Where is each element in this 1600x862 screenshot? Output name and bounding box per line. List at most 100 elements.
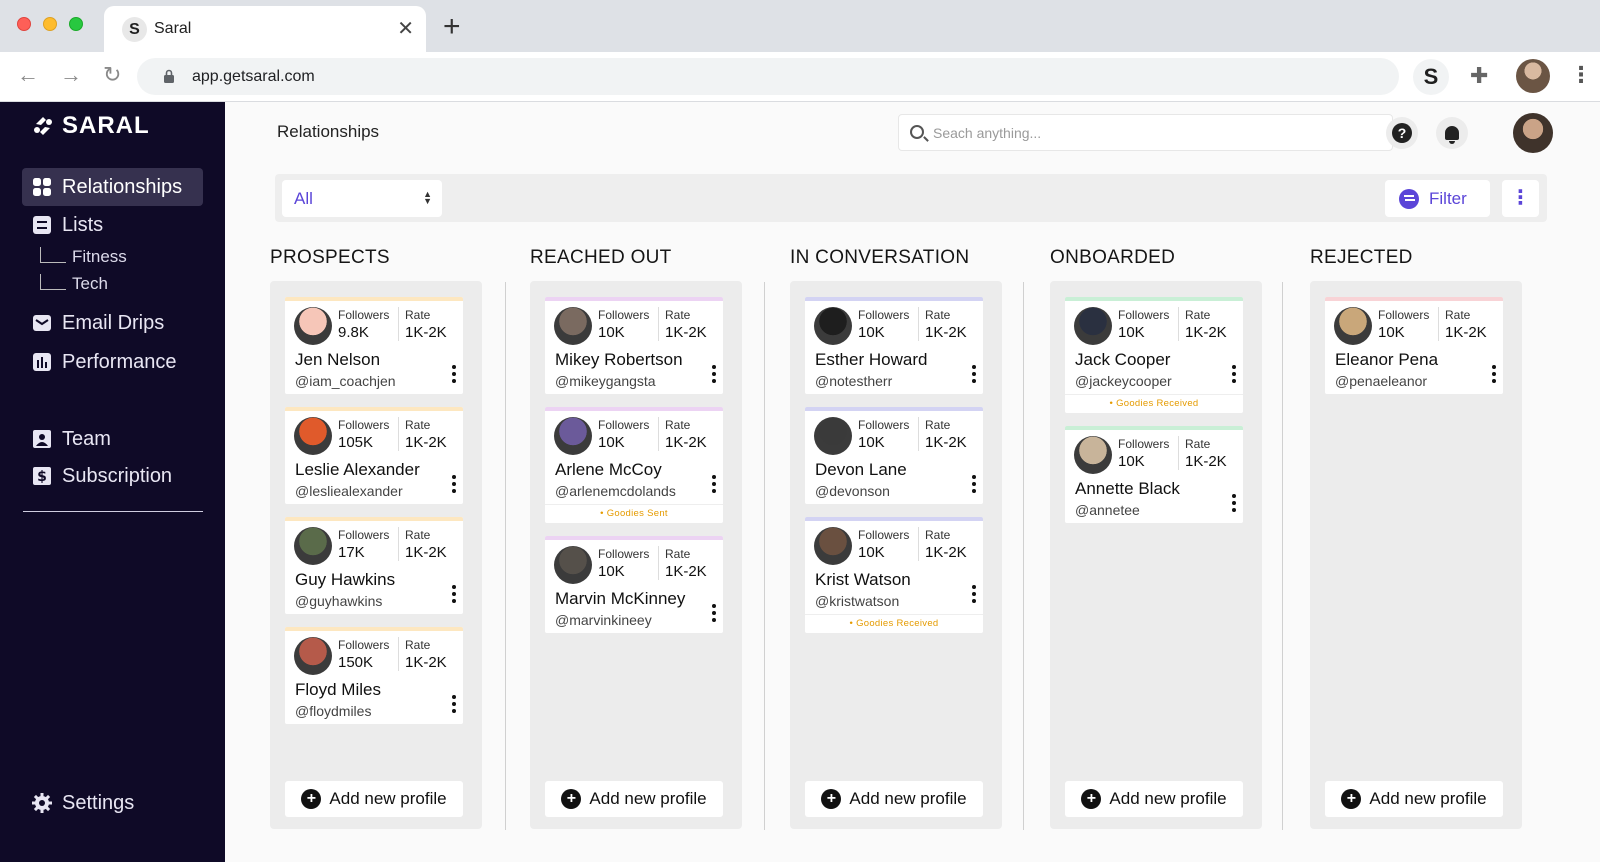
avatar — [1074, 307, 1112, 345]
stat-divider — [1178, 436, 1179, 470]
card-menu-icon[interactable] — [451, 365, 457, 387]
followers-label: Followers — [1118, 308, 1170, 322]
avatar — [294, 307, 332, 345]
profile-card[interactable]: Followers 10K Rate 1K-2K Eleanor Pena @p… — [1325, 297, 1503, 394]
card-menu-icon[interactable] — [711, 604, 717, 626]
profile-card[interactable]: Followers 150K Rate 1K-2K Floyd Miles @f… — [285, 627, 463, 724]
tab-close-icon[interactable]: ✕ — [397, 18, 414, 40]
sidebar-item-team[interactable]: Team — [22, 420, 203, 458]
bell-icon — [1445, 126, 1459, 144]
rate-label: Rate — [925, 528, 951, 542]
sidebar-item-performance[interactable]: Performance — [22, 343, 203, 381]
sidebar-divider — [23, 511, 203, 512]
view-select[interactable]: All ▲ ▼ — [282, 180, 442, 217]
add-profile-button[interactable]: + Add new profile — [285, 781, 463, 817]
chart-icon — [33, 353, 51, 371]
card-status-stripe — [285, 627, 463, 631]
back-icon[interactable]: ← — [17, 62, 39, 87]
forward-icon[interactable]: → — [60, 62, 82, 87]
profile-card[interactable]: Followers 105K Rate 1K-2K Leslie Alexand… — [285, 407, 463, 504]
card-menu-icon[interactable] — [1231, 365, 1237, 387]
card-menu-icon[interactable] — [971, 475, 977, 497]
stat-divider — [1438, 307, 1439, 341]
minimize-window-button[interactable] — [43, 17, 57, 31]
profile-card[interactable]: Followers 10K Rate 1K-2K Krist Watson @k… — [805, 517, 983, 633]
close-window-button[interactable] — [17, 17, 31, 31]
more-options-button[interactable]: ⋮ — [1502, 180, 1539, 217]
add-profile-button[interactable]: + Add new profile — [805, 781, 983, 817]
add-profile-label: Add new profile — [329, 789, 447, 808]
profile-card[interactable]: Followers 10K Rate 1K-2K Esther Howard @… — [805, 297, 983, 394]
card-menu-icon[interactable] — [971, 585, 977, 607]
saral-extension-button[interactable]: S — [1413, 59, 1449, 95]
search-input[interactable] — [933, 115, 1373, 150]
card-menu-icon[interactable] — [971, 365, 977, 387]
browser-menu-icon[interactable]: ⋮ — [1570, 62, 1592, 87]
card-menu-icon[interactable] — [451, 475, 457, 497]
profile-card[interactable]: Followers 10K Rate 1K-2K Mikey Robertson… — [545, 297, 723, 394]
sidebar-item-subscription[interactable]: $ Subscription — [22, 457, 203, 495]
rate-value: 1K-2K — [665, 324, 707, 341]
column-separator — [1282, 282, 1283, 830]
profile-name: Eleanor Pena — [1335, 350, 1439, 369]
browser-tab[interactable]: S Saral ✕ — [104, 6, 426, 52]
sidebar-subitem-fitness[interactable]: Fitness — [40, 247, 127, 267]
sidebar-subitem-tech[interactable]: Tech — [40, 274, 108, 294]
svg-text:$: $ — [37, 469, 47, 485]
filter-button[interactable]: Filter — [1385, 180, 1490, 217]
card-status-stripe — [1065, 426, 1243, 430]
browser-profile-avatar[interactable] — [1516, 59, 1550, 93]
url-field[interactable]: app.getsaral.com — [137, 58, 1399, 95]
card-menu-icon[interactable] — [1231, 494, 1237, 516]
new-tab-button[interactable]: + — [443, 10, 461, 43]
sidebar-item-label: Lists — [62, 213, 104, 236]
followers-value: 10K — [1118, 453, 1145, 470]
profile-card[interactable]: Followers 17K Rate 1K-2K Guy Hawkins @gu… — [285, 517, 463, 614]
column-separator — [505, 282, 506, 830]
profile-name: Floyd Miles — [295, 680, 381, 699]
rate-value: 1K-2K — [1185, 324, 1227, 341]
profile-name: Devon Lane — [815, 460, 907, 479]
card-menu-icon[interactable] — [1491, 365, 1497, 387]
user-avatar[interactable] — [1513, 113, 1553, 153]
select-caret-icon: ▲ ▼ — [423, 189, 432, 206]
card-menu-icon[interactable] — [711, 475, 717, 497]
saral-logo[interactable]: SARAL — [32, 112, 150, 140]
avatar — [554, 546, 592, 584]
profile-card[interactable]: Followers 10K Rate 1K-2K Annette Black @… — [1065, 426, 1243, 523]
followers-label: Followers — [598, 547, 650, 561]
sidebar-item-email-drips[interactable]: Email Drips — [22, 304, 203, 342]
profile-card[interactable]: Followers 10K Rate 1K-2K Marvin McKinney… — [545, 536, 723, 633]
maximize-window-button[interactable] — [69, 17, 83, 31]
sidebar-item-settings[interactable]: Settings — [22, 784, 203, 822]
sidebar-item-lists[interactable]: Lists — [22, 206, 203, 244]
list-icon — [33, 216, 51, 234]
stat-divider — [658, 307, 659, 341]
sidebar-item-relationships[interactable]: Relationships — [22, 168, 203, 206]
add-profile-button[interactable]: + Add new profile — [1325, 781, 1503, 817]
profile-card[interactable]: Followers 10K Rate 1K-2K Devon Lane @dev… — [805, 407, 983, 504]
profile-handle: @arlenemcdolands — [555, 483, 676, 499]
rate-value: 1K-2K — [405, 544, 447, 561]
profile-card[interactable]: Followers 10K Rate 1K-2K Jack Cooper @ja… — [1065, 297, 1243, 413]
extensions-puzzle-icon[interactable]: ✚ — [1470, 63, 1489, 88]
profile-name: Jack Cooper — [1075, 350, 1171, 369]
card-menu-icon[interactable] — [451, 695, 457, 717]
add-profile-button[interactable]: + Add new profile — [545, 781, 723, 817]
stat-divider — [398, 527, 399, 561]
rate-label: Rate — [1445, 308, 1471, 322]
url-text: app.getsaral.com — [192, 68, 315, 85]
notifications-button[interactable] — [1436, 117, 1468, 149]
card-menu-icon[interactable] — [451, 585, 457, 607]
followers-label: Followers — [858, 528, 910, 542]
profile-card[interactable]: Followers 9.8K Rate 1K-2K Jen Nelson @ia… — [285, 297, 463, 394]
column-body: Followers 9.8K Rate 1K-2K Jen Nelson @ia… — [270, 281, 482, 829]
column-body: Followers 10K Rate 1K-2K Esther Howard @… — [790, 281, 1002, 829]
add-profile-button[interactable]: + Add new profile — [1065, 781, 1243, 817]
reload-icon[interactable]: ↻ — [103, 62, 122, 87]
followers-value: 17K — [338, 544, 365, 561]
card-menu-icon[interactable] — [711, 365, 717, 387]
rate-label: Rate — [405, 418, 431, 432]
help-button[interactable]: ? — [1386, 117, 1418, 149]
profile-card[interactable]: Followers 10K Rate 1K-2K Arlene McCoy @a… — [545, 407, 723, 523]
